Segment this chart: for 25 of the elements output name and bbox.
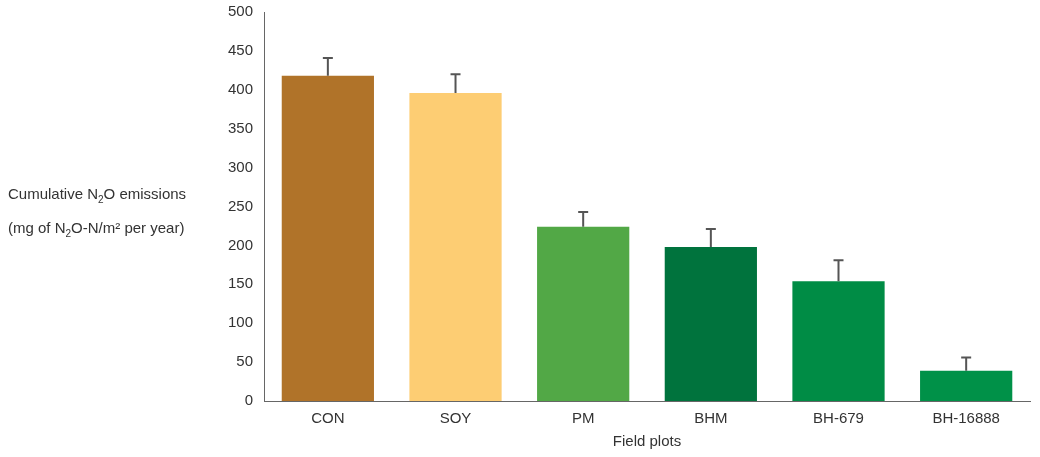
text: Cumulative N$_{2}$O emissions (mg of N$_{2}$O-N/m² per year) <box>8 185 187 239</box>
y-tick-label: 100 <box>228 313 254 331</box>
y-tick-label: 0 <box>244 391 254 409</box>
x-tick-label: BH-679 <box>813 409 864 427</box>
y-tick-label: 300 <box>228 157 254 175</box>
x-tick-label: PM <box>571 409 595 427</box>
y-tick-label: 150 <box>228 274 254 292</box>
bar <box>792 281 885 401</box>
y-tick-label: 350 <box>228 118 254 136</box>
x-tick-label: BHM <box>694 409 728 427</box>
x-axis-title: Field plots <box>612 432 682 450</box>
y-tick-label: 250 <box>228 196 254 214</box>
bar <box>664 246 757 401</box>
y-tick-label: 50 <box>236 352 254 370</box>
bar <box>920 370 1013 401</box>
bar <box>281 75 374 401</box>
bar <box>409 92 502 401</box>
x-tick-label: CON <box>311 409 345 427</box>
y-tick-label: 200 <box>228 235 254 253</box>
x-tick-label: SOY <box>439 409 472 427</box>
bar <box>537 226 630 401</box>
y-tick-label: 500 <box>228 2 254 20</box>
y-tick-label: 400 <box>228 79 254 97</box>
y-tick-label: 450 <box>228 41 254 59</box>
x-tick-label: BH-16888 <box>932 409 1000 427</box>
